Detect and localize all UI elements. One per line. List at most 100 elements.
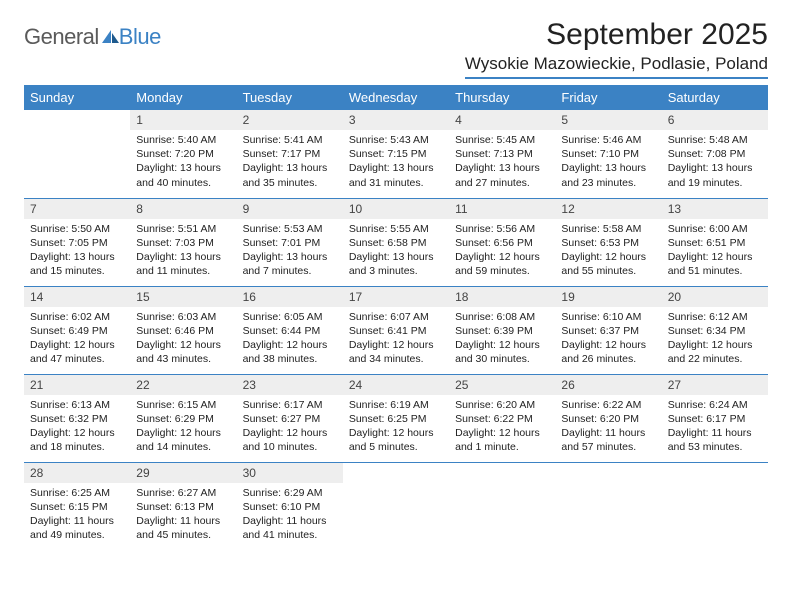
dow-saturday: Saturday	[662, 85, 768, 110]
day-cell: 30Sunrise: 6:29 AMSunset: 6:10 PMDayligh…	[237, 462, 343, 550]
sunset-line: Sunset: 6:53 PM	[561, 236, 655, 250]
sunset-line: Sunset: 7:08 PM	[668, 147, 762, 161]
sunrise-line: Sunrise: 6:02 AM	[30, 310, 124, 324]
day-details: Sunrise: 5:40 AMSunset: 7:20 PMDaylight:…	[130, 130, 236, 194]
sunrise-line: Sunrise: 6:20 AM	[455, 398, 549, 412]
daylight-line: Daylight: 12 hours and 1 minute.	[455, 426, 549, 454]
day-number: 11	[449, 199, 555, 219]
day-details: Sunrise: 5:51 AMSunset: 7:03 PMDaylight:…	[130, 219, 236, 283]
day-cell: 10Sunrise: 5:55 AMSunset: 6:58 PMDayligh…	[343, 198, 449, 286]
daylight-line: Daylight: 12 hours and 14 minutes.	[136, 426, 230, 454]
dow-thursday: Thursday	[449, 85, 555, 110]
location-label: Wysokie Mazowieckie, Podlasie, Poland	[465, 54, 768, 79]
day-details: Sunrise: 5:46 AMSunset: 7:10 PMDaylight:…	[555, 130, 661, 194]
day-of-week-row: Sunday Monday Tuesday Wednesday Thursday…	[24, 85, 768, 110]
daylight-line: Daylight: 13 hours and 15 minutes.	[30, 250, 124, 278]
day-cell: 7Sunrise: 5:50 AMSunset: 7:05 PMDaylight…	[24, 198, 130, 286]
sunrise-line: Sunrise: 6:25 AM	[30, 486, 124, 500]
daylight-line: Daylight: 13 hours and 40 minutes.	[136, 161, 230, 189]
sunrise-line: Sunrise: 6:13 AM	[30, 398, 124, 412]
day-number: 5	[555, 110, 661, 130]
daylight-line: Daylight: 12 hours and 43 minutes.	[136, 338, 230, 366]
sunset-line: Sunset: 7:01 PM	[243, 236, 337, 250]
sunset-line: Sunset: 6:25 PM	[349, 412, 443, 426]
day-cell: 19Sunrise: 6:10 AMSunset: 6:37 PMDayligh…	[555, 286, 661, 374]
sunrise-line: Sunrise: 6:05 AM	[243, 310, 337, 324]
day-number-empty	[662, 463, 768, 483]
day-details: Sunrise: 6:20 AMSunset: 6:22 PMDaylight:…	[449, 395, 555, 459]
dow-monday: Monday	[130, 85, 236, 110]
day-cell: 14Sunrise: 6:02 AMSunset: 6:49 PMDayligh…	[24, 286, 130, 374]
day-number-empty	[24, 110, 130, 130]
daylight-line: Daylight: 12 hours and 5 minutes.	[349, 426, 443, 454]
daylight-line: Daylight: 11 hours and 57 minutes.	[561, 426, 655, 454]
day-details: Sunrise: 6:22 AMSunset: 6:20 PMDaylight:…	[555, 395, 661, 459]
day-number: 30	[237, 463, 343, 483]
day-number: 10	[343, 199, 449, 219]
day-cell: 6Sunrise: 5:48 AMSunset: 7:08 PMDaylight…	[662, 110, 768, 198]
sunrise-line: Sunrise: 6:03 AM	[136, 310, 230, 324]
sunrise-line: Sunrise: 5:48 AM	[668, 133, 762, 147]
day-number: 12	[555, 199, 661, 219]
day-details: Sunrise: 5:58 AMSunset: 6:53 PMDaylight:…	[555, 219, 661, 283]
day-cell: 22Sunrise: 6:15 AMSunset: 6:29 PMDayligh…	[130, 374, 236, 462]
sunset-line: Sunset: 7:15 PM	[349, 147, 443, 161]
sunset-line: Sunset: 6:27 PM	[243, 412, 337, 426]
day-details: Sunrise: 5:45 AMSunset: 7:13 PMDaylight:…	[449, 130, 555, 194]
sunrise-line: Sunrise: 5:40 AM	[136, 133, 230, 147]
day-details: Sunrise: 6:24 AMSunset: 6:17 PMDaylight:…	[662, 395, 768, 459]
sunset-line: Sunset: 7:17 PM	[243, 147, 337, 161]
day-cell: 2Sunrise: 5:41 AMSunset: 7:17 PMDaylight…	[237, 110, 343, 198]
sunset-line: Sunset: 7:03 PM	[136, 236, 230, 250]
day-cell: 15Sunrise: 6:03 AMSunset: 6:46 PMDayligh…	[130, 286, 236, 374]
day-number: 14	[24, 287, 130, 307]
day-number: 23	[237, 375, 343, 395]
day-details: Sunrise: 6:10 AMSunset: 6:37 PMDaylight:…	[555, 307, 661, 371]
day-cell: 26Sunrise: 6:22 AMSunset: 6:20 PMDayligh…	[555, 374, 661, 462]
week-row: 21Sunrise: 6:13 AMSunset: 6:32 PMDayligh…	[24, 374, 768, 462]
day-number: 19	[555, 287, 661, 307]
day-cell: 16Sunrise: 6:05 AMSunset: 6:44 PMDayligh…	[237, 286, 343, 374]
daylight-line: Daylight: 12 hours and 51 minutes.	[668, 250, 762, 278]
sunrise-line: Sunrise: 6:24 AM	[668, 398, 762, 412]
day-number: 9	[237, 199, 343, 219]
sunset-line: Sunset: 7:05 PM	[30, 236, 124, 250]
day-cell: 23Sunrise: 6:17 AMSunset: 6:27 PMDayligh…	[237, 374, 343, 462]
daylight-line: Daylight: 13 hours and 27 minutes.	[455, 161, 549, 189]
dow-friday: Friday	[555, 85, 661, 110]
daylight-line: Daylight: 12 hours and 55 minutes.	[561, 250, 655, 278]
day-details: Sunrise: 5:41 AMSunset: 7:17 PMDaylight:…	[237, 130, 343, 194]
day-details: Sunrise: 6:12 AMSunset: 6:34 PMDaylight:…	[662, 307, 768, 371]
day-cell	[555, 462, 661, 550]
day-number: 25	[449, 375, 555, 395]
sunrise-line: Sunrise: 6:29 AM	[243, 486, 337, 500]
day-details: Sunrise: 5:56 AMSunset: 6:56 PMDaylight:…	[449, 219, 555, 283]
day-details: Sunrise: 5:53 AMSunset: 7:01 PMDaylight:…	[237, 219, 343, 283]
sunrise-line: Sunrise: 6:00 AM	[668, 222, 762, 236]
day-details: Sunrise: 6:17 AMSunset: 6:27 PMDaylight:…	[237, 395, 343, 459]
dow-wednesday: Wednesday	[343, 85, 449, 110]
sunset-line: Sunset: 6:37 PM	[561, 324, 655, 338]
day-number: 24	[343, 375, 449, 395]
sunset-line: Sunset: 6:32 PM	[30, 412, 124, 426]
day-cell: 18Sunrise: 6:08 AMSunset: 6:39 PMDayligh…	[449, 286, 555, 374]
day-number: 22	[130, 375, 236, 395]
day-details: Sunrise: 6:03 AMSunset: 6:46 PMDaylight:…	[130, 307, 236, 371]
sunset-line: Sunset: 6:39 PM	[455, 324, 549, 338]
day-cell	[449, 462, 555, 550]
day-number: 2	[237, 110, 343, 130]
day-details: Sunrise: 5:50 AMSunset: 7:05 PMDaylight:…	[24, 219, 130, 283]
daylight-line: Daylight: 11 hours and 45 minutes.	[136, 514, 230, 542]
day-cell: 21Sunrise: 6:13 AMSunset: 6:32 PMDayligh…	[24, 374, 130, 462]
day-cell: 3Sunrise: 5:43 AMSunset: 7:15 PMDaylight…	[343, 110, 449, 198]
day-number: 13	[662, 199, 768, 219]
day-cell: 20Sunrise: 6:12 AMSunset: 6:34 PMDayligh…	[662, 286, 768, 374]
day-number: 1	[130, 110, 236, 130]
day-number: 7	[24, 199, 130, 219]
sunset-line: Sunset: 6:15 PM	[30, 500, 124, 514]
week-row: 14Sunrise: 6:02 AMSunset: 6:49 PMDayligh…	[24, 286, 768, 374]
daylight-line: Daylight: 12 hours and 26 minutes.	[561, 338, 655, 366]
day-details: Sunrise: 6:15 AMSunset: 6:29 PMDaylight:…	[130, 395, 236, 459]
day-cell: 27Sunrise: 6:24 AMSunset: 6:17 PMDayligh…	[662, 374, 768, 462]
daylight-line: Daylight: 11 hours and 53 minutes.	[668, 426, 762, 454]
